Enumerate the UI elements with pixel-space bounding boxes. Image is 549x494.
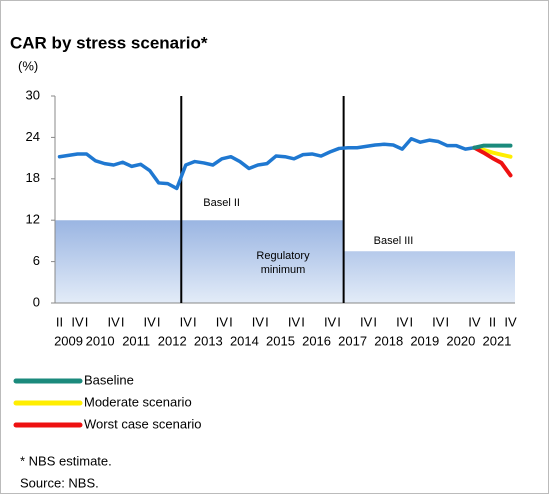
x-tick-label: IV bbox=[468, 314, 481, 329]
x-group-label: 2010 bbox=[86, 333, 115, 348]
y-tick-label: 12 bbox=[26, 212, 40, 227]
x-group-label: 2020 bbox=[446, 333, 475, 348]
series-line bbox=[57, 137, 477, 191]
area-label: Regulatory bbox=[256, 250, 310, 262]
x-tick-label: I bbox=[265, 314, 269, 329]
y-tick-label: 30 bbox=[26, 87, 40, 102]
x-tick-label: I bbox=[337, 314, 341, 329]
series-line bbox=[472, 143, 513, 150]
x-group-label: 2019 bbox=[410, 333, 439, 348]
x-tick-label: IV bbox=[144, 314, 157, 329]
y-tick-label: 6 bbox=[33, 253, 40, 268]
note: Source: NBS. bbox=[20, 475, 99, 490]
x-tick-label: IV bbox=[504, 314, 517, 329]
x-tick-label: I bbox=[229, 314, 233, 329]
x-tick-label: I bbox=[301, 314, 305, 329]
x-tick-label: I bbox=[85, 314, 89, 329]
x-tick-label: I bbox=[157, 314, 161, 329]
period-label: Basel II bbox=[203, 197, 240, 209]
x-tick-label: IV bbox=[71, 314, 84, 329]
x-group-label: 2009 bbox=[54, 333, 83, 348]
x-tick-label: IV bbox=[324, 314, 337, 329]
x-group-label: 2013 bbox=[194, 333, 223, 348]
x-group-label: 2017 bbox=[338, 333, 367, 348]
x-tick-label: IV bbox=[360, 314, 373, 329]
note: * NBS estimate. bbox=[20, 453, 112, 468]
x-tick-label: I bbox=[446, 314, 450, 329]
x-tick-label: I bbox=[409, 314, 413, 329]
x-tick-label: II bbox=[56, 314, 63, 329]
x-tick-label: IV bbox=[396, 314, 409, 329]
x-group-label: 2016 bbox=[302, 333, 331, 348]
x-group-label: 2011 bbox=[122, 333, 150, 348]
x-tick-label: IV bbox=[216, 314, 229, 329]
x-tick-label: IV bbox=[252, 314, 265, 329]
y-tick-label: 18 bbox=[26, 170, 40, 185]
x-tick-label: I bbox=[193, 314, 197, 329]
legend-label: Baseline bbox=[84, 372, 134, 387]
legend-label: Worst case scenario bbox=[84, 416, 202, 431]
x-group-label: 2018 bbox=[374, 333, 403, 348]
x-group-label: 2012 bbox=[158, 333, 187, 348]
x-tick-label: IV bbox=[432, 314, 445, 329]
x-tick-label: IV bbox=[107, 314, 120, 329]
x-group-label: 2021 bbox=[482, 333, 511, 348]
x-tick-label: II bbox=[489, 314, 496, 329]
x-tick-label: I bbox=[373, 314, 377, 329]
x-tick-label: IV bbox=[180, 314, 193, 329]
x-group-label: 2014 bbox=[230, 333, 259, 348]
y-tick-label: 24 bbox=[26, 129, 40, 144]
regulatory-minimum-area bbox=[55, 220, 515, 303]
series-line bbox=[472, 145, 513, 178]
y-unit: (%) bbox=[18, 58, 38, 73]
x-tick-label: IV bbox=[288, 314, 301, 329]
y-tick-label: 0 bbox=[33, 294, 40, 309]
legend-label: Moderate scenario bbox=[84, 394, 192, 409]
chart-title: CAR by stress scenario* bbox=[10, 33, 208, 52]
period-label: Basel III bbox=[374, 235, 414, 247]
area-label: minimum bbox=[261, 264, 306, 276]
x-group-label: 2015 bbox=[266, 333, 295, 348]
x-tick-label: I bbox=[121, 314, 125, 329]
